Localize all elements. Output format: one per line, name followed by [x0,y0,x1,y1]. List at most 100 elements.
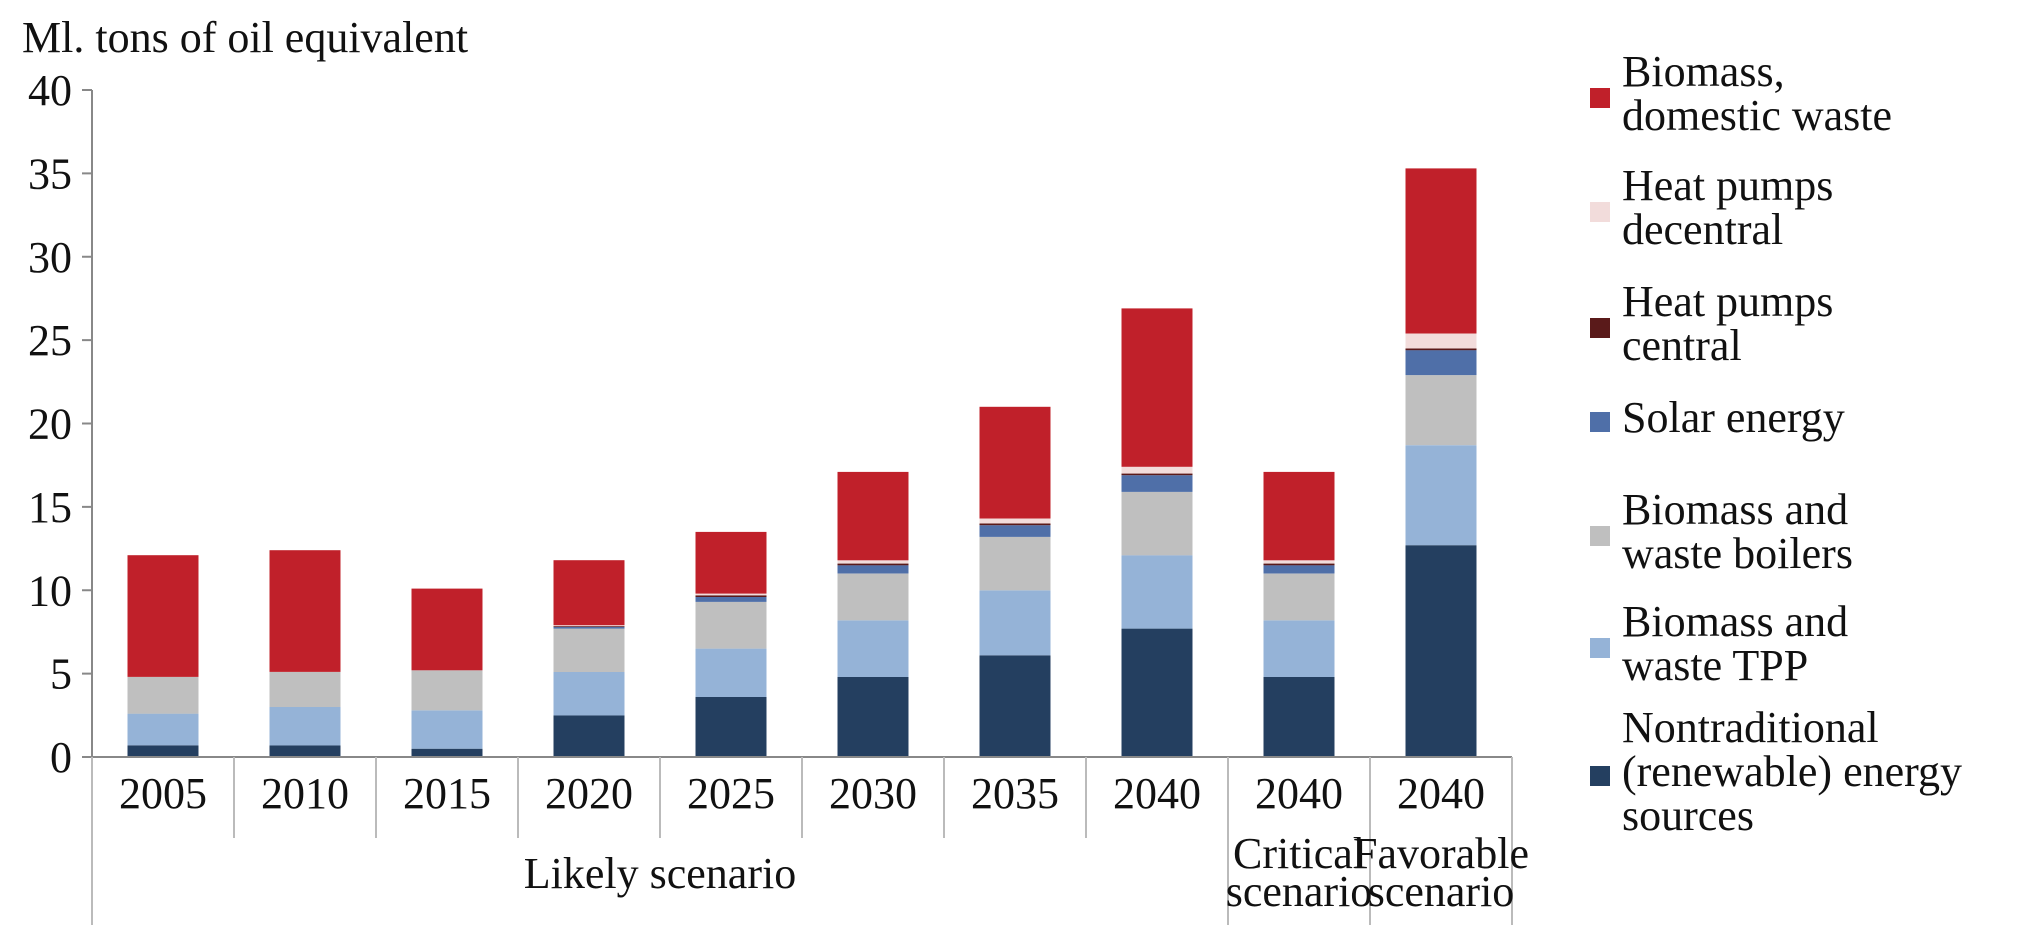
x-tick-label: 2040 [1113,769,1201,818]
legend-label: waste TPP [1622,641,1808,690]
bar-segment [837,560,909,564]
y-tick-label: 25 [28,316,72,365]
group-label: Favorable [1353,829,1529,878]
bar-segment [695,596,767,602]
bar-segment [269,745,341,757]
bar-segment [1263,620,1335,677]
y-tick-label: 35 [28,149,72,198]
bar-segment [411,588,483,671]
legend-label: Heat pumps [1622,277,1833,326]
legend-label: (renewable) energy [1622,747,1962,796]
bar-segment [979,590,1051,656]
bar-segment [979,655,1051,757]
bar-segment [837,563,909,566]
axes [82,90,1512,758]
y-tick-label: 15 [28,483,72,532]
bar-segment [695,601,767,649]
bar-segment [1263,563,1335,566]
bar-segment [1405,375,1477,446]
bar-segment [127,555,199,677]
bar-segment [979,523,1051,526]
group-label: scenario [1226,867,1373,916]
y-tick-label: 20 [28,400,72,449]
bar-segment [1263,677,1335,757]
bar-segment [1121,628,1193,757]
legend-swatch [1590,638,1610,658]
legend-label: Heat pumps [1622,161,1833,210]
y-tick-label: 10 [28,566,72,615]
legend-label: waste boilers [1622,529,1853,578]
legend-swatch [1590,412,1610,432]
bar-segment [695,697,767,757]
y-tick-label: 40 [28,66,72,115]
x-tick-label: 2035 [971,769,1059,818]
bar-segment [979,406,1051,519]
group-label: Likely scenario [524,849,796,898]
legend-label: central [1622,321,1742,370]
bar-segment [1121,555,1193,629]
legend-label: Biomass and [1622,485,1848,534]
bar-segment [411,748,483,757]
bar-segment [1121,308,1193,467]
legend-label: Biomass and [1622,597,1848,646]
x-tick-label: 2030 [829,769,917,818]
bar-segment [553,560,625,626]
bar-segment [1263,573,1335,621]
bar-segment [411,670,483,711]
bar-segment [837,677,909,757]
bar-segment [979,536,1051,591]
bar-segment [1405,168,1477,334]
group-label: scenario [1368,867,1515,916]
bar-segment [695,648,767,697]
legend-label: domestic waste [1622,91,1892,140]
bar-segment [1121,475,1193,492]
legend-label: Biomass, [1622,47,1785,96]
group-label: Critical [1233,829,1365,878]
bar-segment [1121,466,1193,474]
bar-segment [127,677,199,714]
legend-swatch [1590,88,1610,108]
bar-segment [127,713,199,746]
bar-segment [695,593,767,596]
legend-swatch [1590,202,1610,222]
bar-segment [553,715,625,757]
y-tick-label: 30 [28,233,72,282]
bar-segment [269,672,341,707]
bar-segment [1263,565,1335,574]
legend-label: decentral [1622,205,1783,254]
x-tick-label: 2010 [261,769,349,818]
x-tick-label: 2040 [1255,769,1343,818]
bar-segment [127,745,199,757]
bar-segment [553,628,625,672]
bar-segment [1405,348,1477,351]
bar-segment [1405,333,1477,349]
legend-label: Solar energy [1622,393,1845,442]
bar-segment [553,625,625,627]
bar-segment [979,518,1051,524]
bar-segment [411,710,483,749]
legend-swatch [1590,318,1610,338]
bar-segment [695,531,767,594]
y-axis-ticks: 0 5 10 15 20 25 30 35 40 [28,66,92,782]
x-tick-label: 2005 [119,769,207,818]
bar-segment [695,595,767,597]
bar-segment [1263,560,1335,564]
bar-segment [553,626,625,627]
bar-segment [1405,445,1477,546]
legend-label: Nontraditional [1622,703,1879,752]
legend-label: sources [1622,791,1754,840]
bar-segment [1405,350,1477,376]
x-tick-label: 2040 [1397,769,1485,818]
bar-segment [1121,473,1193,476]
x-tick-label: 2020 [545,769,633,818]
bar-segment [837,565,909,574]
x-axis-labels: 2005 2010 2015 2020 2025 2030 2035 2040 2040 2040… [91,757,1529,925]
y-tick-label: 5 [50,650,72,699]
bar-segment [269,550,341,672]
bar-segment [837,471,909,561]
x-tick-label: 2025 [687,769,775,818]
bar-segment [837,620,909,677]
legend-swatch [1590,766,1610,786]
